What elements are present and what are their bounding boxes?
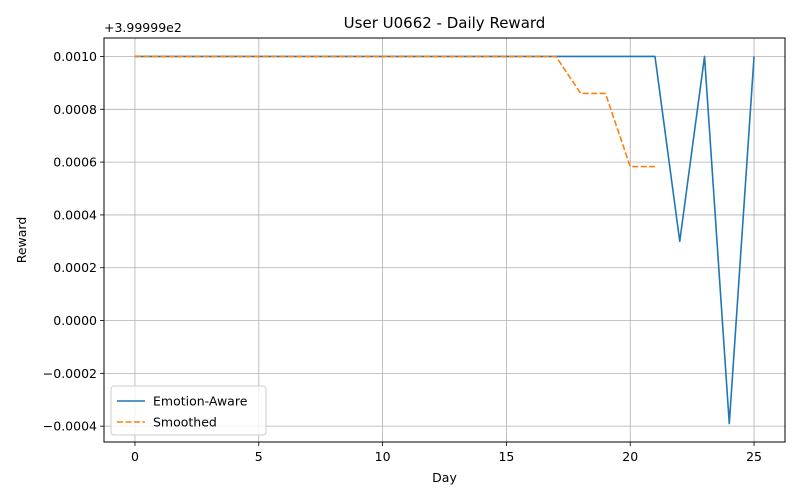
chart-title: User U0662 - Daily Reward [344,14,546,32]
y-tick-label: 0.0008 [53,102,97,117]
y-tick-label: −0.0004 [43,419,97,434]
axis-ticks: 0 5 10 15 20 25 −0.0004 −0.0002 0.0000 0.0002 0.00… [43,49,762,464]
series-line-smoothed [134,55,655,168]
x-tick-label: 15 [498,449,514,464]
x-tick-label: 10 [375,449,391,464]
y-tick-label: −0.0002 [43,366,97,381]
legend: Emotion-Aware Smoothed [110,385,267,436]
y-tick-label: 0.0000 [53,313,97,328]
legend-label-emotion-aware: Emotion-Aware [153,394,248,409]
y-tick-label: 0.0010 [53,49,97,64]
y-tick-label: 0.0004 [53,207,97,222]
legend-box [110,385,267,436]
x-tick-label: 0 [131,449,139,464]
y-tick-label: 0.0002 [53,260,97,275]
x-axis-label: Day [432,470,457,485]
x-tick-label: 5 [255,449,263,464]
series-line-emotion-aware [134,55,755,425]
grid [104,38,785,442]
legend-label-smoothed: Smoothed [153,415,217,430]
y-axis-offset-label: +3.99999e2 [104,20,182,35]
y-tick-label: 0.0006 [53,155,97,170]
plot-area-frame [103,37,786,443]
series-lines [134,55,755,425]
x-tick-label: 20 [622,449,638,464]
y-axis-label: Reward [14,217,29,264]
x-tick-label: 25 [746,449,762,464]
